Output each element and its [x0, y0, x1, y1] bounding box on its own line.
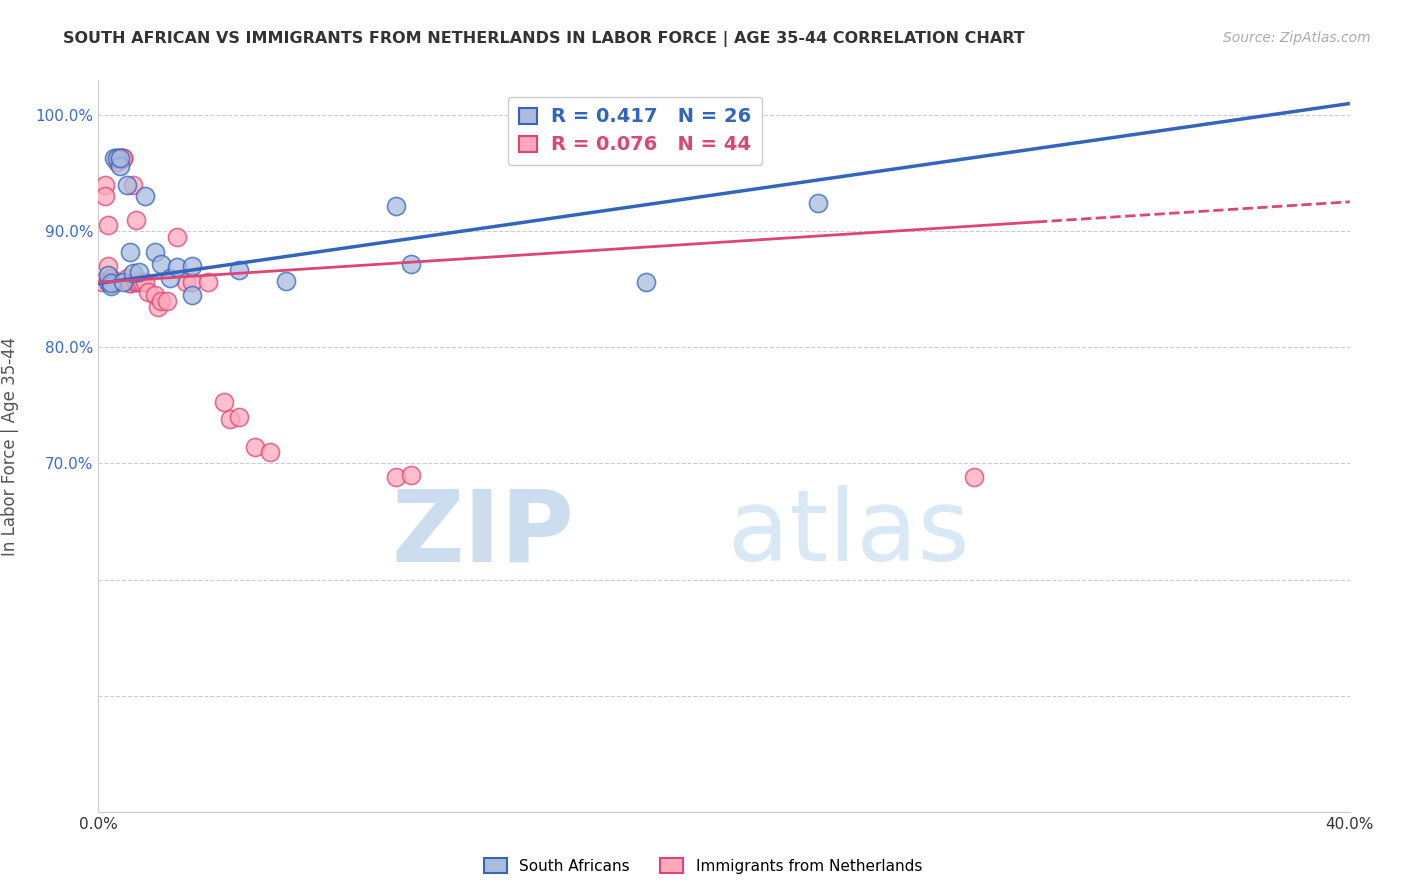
Point: [228, 262, 250, 277]
Point: [125, 275, 148, 289]
Legend: South Africans, Immigrants from Netherlands: South Africans, Immigrants from Netherla…: [478, 852, 928, 880]
Point: [134, 275, 156, 289]
Point: [243, 440, 266, 454]
Point: [125, 212, 148, 227]
Text: SOUTH AFRICAN VS IMMIGRANTS FROM NETHERLANDS IN LABOR FORCE | AGE 35-44 CORRELAT: SOUTH AFRICAN VS IMMIGRANTS FROM NETHERL…: [63, 31, 1025, 47]
Point: [218, 412, 240, 426]
Point: [963, 470, 986, 484]
Point: [110, 151, 132, 165]
Point: [174, 275, 197, 289]
Y-axis label: In Labor Force | Age 35-44: In Labor Force | Age 35-44: [1, 336, 18, 556]
Point: [401, 257, 423, 271]
Point: [197, 275, 219, 289]
Point: [115, 270, 138, 285]
Point: [100, 277, 122, 291]
Point: [105, 151, 128, 165]
Point: [100, 270, 122, 285]
Text: Source: ZipAtlas.com: Source: ZipAtlas.com: [1223, 31, 1371, 45]
Point: [134, 189, 156, 203]
Point: [131, 275, 153, 289]
Text: ZIP: ZIP: [391, 485, 574, 582]
Point: [128, 275, 150, 289]
Point: [97, 275, 120, 289]
Point: [112, 151, 135, 165]
Point: [146, 300, 169, 314]
Point: [110, 151, 132, 165]
Point: [384, 199, 406, 213]
Point: [112, 151, 135, 165]
Text: atlas: atlas: [728, 485, 970, 582]
Point: [97, 259, 120, 273]
Point: [274, 274, 298, 288]
Point: [103, 275, 125, 289]
Point: [128, 265, 150, 279]
Point: [105, 151, 128, 165]
Point: [118, 245, 141, 260]
Point: [121, 266, 143, 280]
Point: [90, 275, 112, 289]
Point: [93, 178, 115, 192]
Point: [228, 409, 250, 424]
Point: [156, 293, 179, 308]
Point: [93, 189, 115, 203]
Point: [110, 159, 132, 173]
Point: [150, 257, 173, 271]
Point: [138, 285, 160, 299]
Point: [118, 277, 141, 291]
Point: [118, 277, 141, 291]
Point: [103, 275, 125, 289]
Point: [112, 151, 135, 165]
Point: [110, 151, 132, 165]
Point: [401, 468, 423, 483]
Point: [121, 178, 143, 192]
Point: [384, 470, 406, 484]
Point: [115, 178, 138, 192]
Point: [143, 245, 166, 260]
Point: [100, 275, 122, 289]
Point: [807, 196, 830, 211]
Point: [112, 275, 135, 289]
Point: [97, 219, 120, 233]
Point: [166, 230, 188, 244]
Point: [143, 288, 166, 302]
Point: [259, 445, 281, 459]
Point: [100, 278, 122, 293]
Point: [166, 260, 188, 275]
Point: [103, 151, 125, 165]
Legend: R = 0.417   N = 26, R = 0.076   N = 44: R = 0.417 N = 26, R = 0.076 N = 44: [508, 96, 762, 165]
Point: [181, 259, 204, 273]
Point: [110, 151, 132, 165]
Point: [159, 270, 181, 285]
Point: [181, 288, 204, 302]
Point: [105, 154, 128, 169]
Point: [97, 268, 120, 283]
Point: [634, 275, 657, 289]
Point: [150, 293, 173, 308]
Point: [181, 275, 204, 289]
Point: [125, 275, 148, 289]
Point: [212, 395, 235, 409]
